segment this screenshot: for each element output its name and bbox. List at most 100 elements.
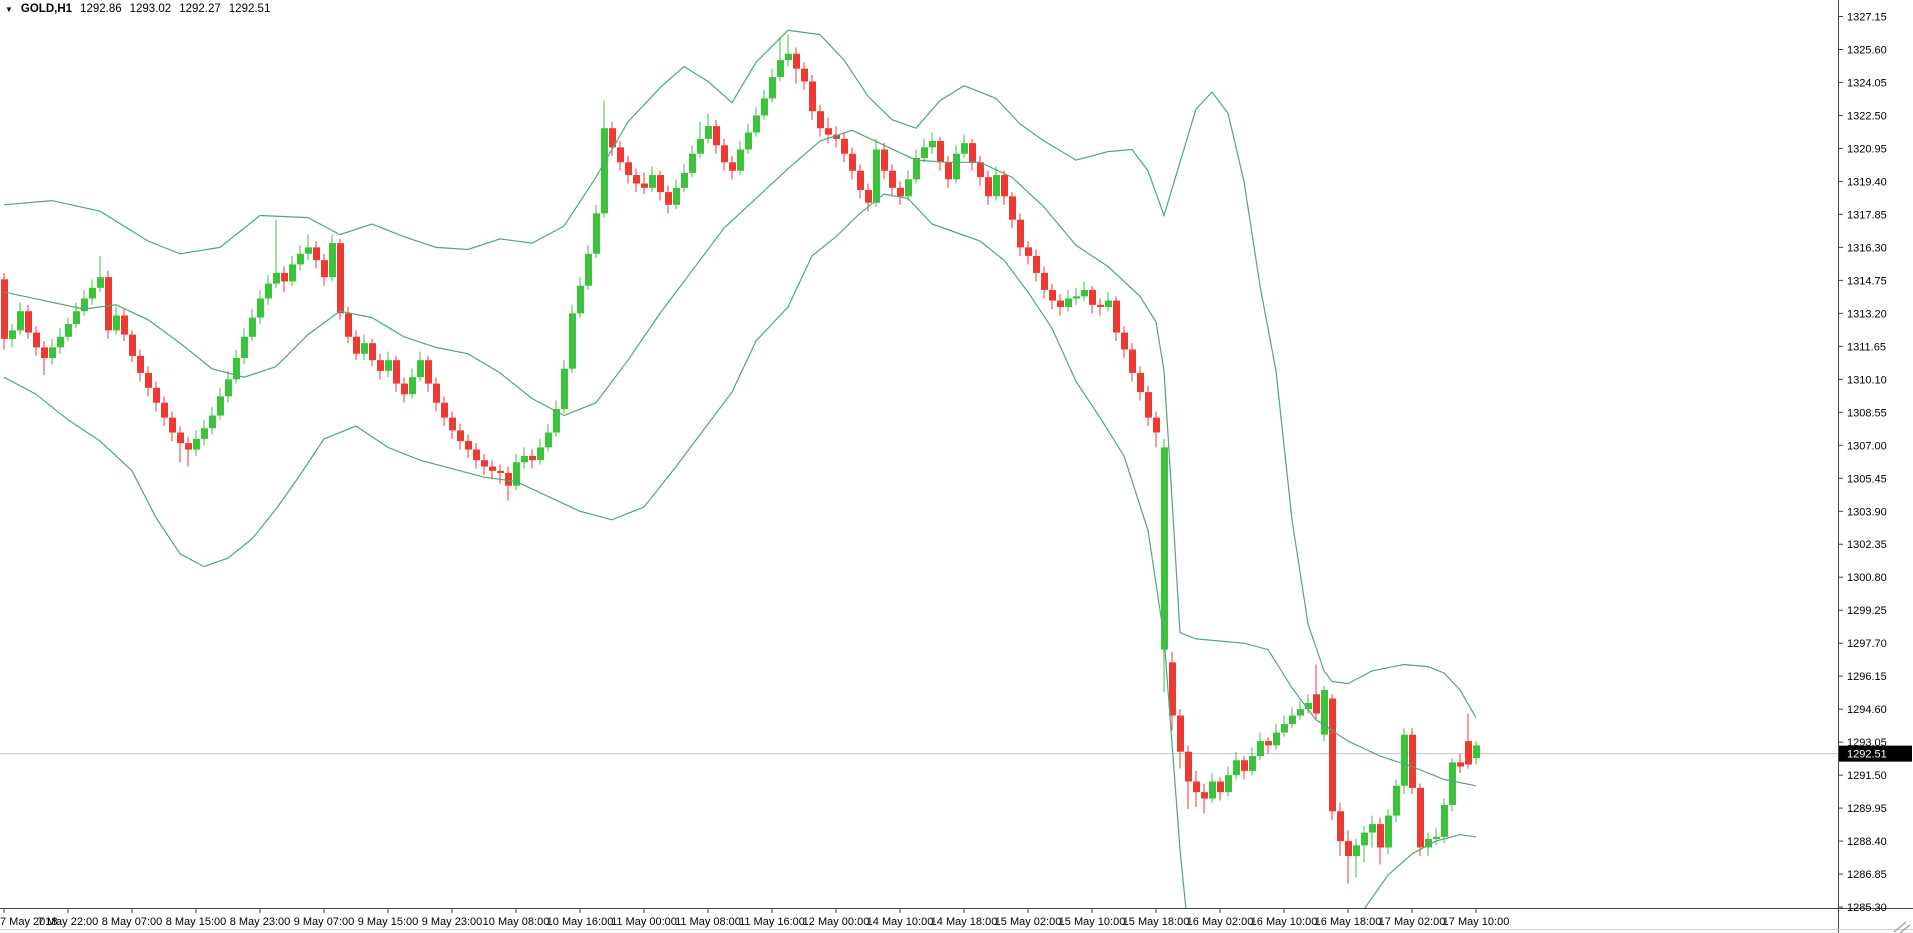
- candle-body: [153, 387, 160, 403]
- candle-body: [377, 360, 384, 371]
- time-tick-label: 7 May 2018: [0, 916, 57, 928]
- candle-body: [1257, 741, 1264, 756]
- candle-body: [1017, 219, 1024, 248]
- resize-grip-icon[interactable]: [1893, 921, 1911, 933]
- candle-body: [433, 383, 440, 403]
- candle-body: [425, 360, 432, 384]
- candle-body: [121, 315, 128, 335]
- candle-body: [345, 313, 352, 337]
- price-tick-label: 1320.95: [1847, 143, 1887, 155]
- candle-body: [1121, 332, 1128, 350]
- time-tick-label: 16 May 02:00: [1187, 916, 1254, 928]
- candle-body: [545, 432, 552, 448]
- candle-body: [297, 253, 304, 265]
- candle-body: [17, 311, 24, 331]
- candle-body: [881, 149, 888, 171]
- candle-body: [1393, 785, 1400, 816]
- candle-body: [81, 298, 88, 312]
- candle-body: [577, 285, 584, 314]
- candle-body: [1441, 804, 1448, 837]
- candle-body: [209, 415, 216, 429]
- candle-body: [673, 187, 680, 205]
- candle-body: [1145, 392, 1152, 418]
- candle-body: [1057, 300, 1064, 307]
- candle-body: [233, 358, 240, 380]
- candle-body: [329, 243, 336, 278]
- price-tick-label: 1289.95: [1847, 803, 1887, 815]
- candle-body: [361, 343, 368, 354]
- candle-body: [657, 175, 664, 193]
- candle-body: [409, 377, 416, 395]
- ohlc-high: 1293.02: [129, 3, 172, 15]
- candle-body: [1273, 732, 1280, 746]
- price-tick-label: 1307.00: [1847, 440, 1887, 452]
- candle-body: [193, 438, 200, 450]
- candle-body: [313, 247, 320, 261]
- candle-body: [1033, 255, 1040, 273]
- candle-body: [49, 347, 56, 359]
- time-tick-label: 8 May 07:00: [102, 916, 163, 928]
- candle-body: [705, 126, 712, 139]
- candle-body: [281, 272, 288, 282]
- candle-body: [929, 140, 936, 148]
- candle-body: [1009, 196, 1016, 220]
- price-tick-label: 1300.80: [1847, 572, 1887, 584]
- candle-body: [801, 68, 808, 82]
- candle-body: [889, 170, 896, 188]
- candle-body: [977, 162, 984, 178]
- candle-body: [953, 153, 960, 180]
- candle-body: [1377, 824, 1384, 848]
- candle-body: [1361, 832, 1368, 846]
- time-tick-label: 15 May 18:00: [1123, 916, 1190, 928]
- candle-body: [1089, 289, 1096, 305]
- candle-body: [1457, 762, 1464, 767]
- time-tick-label: 8 May 15:00: [166, 916, 227, 928]
- price-tick-label: 1322.50: [1847, 110, 1887, 122]
- candle-body: [1425, 838, 1432, 848]
- candle-body: [465, 441, 472, 450]
- candle-body: [641, 183, 648, 188]
- candle-body: [177, 432, 184, 444]
- candle-body: [761, 98, 768, 116]
- candle-body: [601, 128, 608, 214]
- symbol-dropdown-icon[interactable]: ▼: [5, 4, 13, 14]
- candle-body: [1345, 841, 1352, 856]
- candle-body: [33, 332, 40, 348]
- price-tick-label: 1324.05: [1847, 77, 1887, 89]
- candle-body: [449, 417, 456, 431]
- candle-body: [913, 158, 920, 180]
- candle-body: [1081, 289, 1088, 297]
- price-tick-label: 1319.40: [1847, 176, 1887, 188]
- price-tick-label: 1305.45: [1847, 473, 1887, 485]
- candle-body: [1177, 715, 1184, 752]
- candle-body: [1337, 811, 1344, 842]
- candle-body: [105, 277, 112, 331]
- candle-body: [969, 143, 976, 163]
- candle-body: [201, 428, 208, 439]
- candle-body: [249, 317, 256, 337]
- chart-plot-area[interactable]: [0, 0, 1838, 908]
- candle-body: [1433, 836, 1440, 839]
- candle-body: [713, 126, 720, 146]
- candle-body: [57, 336, 64, 348]
- candle-body: [993, 175, 1000, 197]
- candle-body: [985, 177, 992, 197]
- candle-body: [729, 162, 736, 171]
- candle-body: [161, 402, 168, 418]
- candle-body: [513, 462, 520, 486]
- candle-body: [1297, 709, 1304, 716]
- candle-body: [1385, 815, 1392, 848]
- time-tick-label: 17 May 02:00: [1379, 916, 1446, 928]
- price-tick-label: 1296.15: [1847, 671, 1887, 683]
- candle-body: [561, 368, 568, 410]
- chart-title-bar: ▼ GOLD,H1 1292.86 1293.02 1292.27 1292.5…: [5, 3, 270, 15]
- candle-body: [1329, 698, 1336, 812]
- candle-body: [753, 115, 760, 133]
- candle-body: [441, 402, 448, 418]
- time-tick-label: 16 May 10:00: [1251, 916, 1318, 928]
- candle-body: [1409, 734, 1416, 788]
- candle-body: [961, 143, 968, 154]
- price-axis[interactable]: 1327.15 1325.60 1324.05 1322.50 1320.95 1319.…: [1838, 12, 1887, 915]
